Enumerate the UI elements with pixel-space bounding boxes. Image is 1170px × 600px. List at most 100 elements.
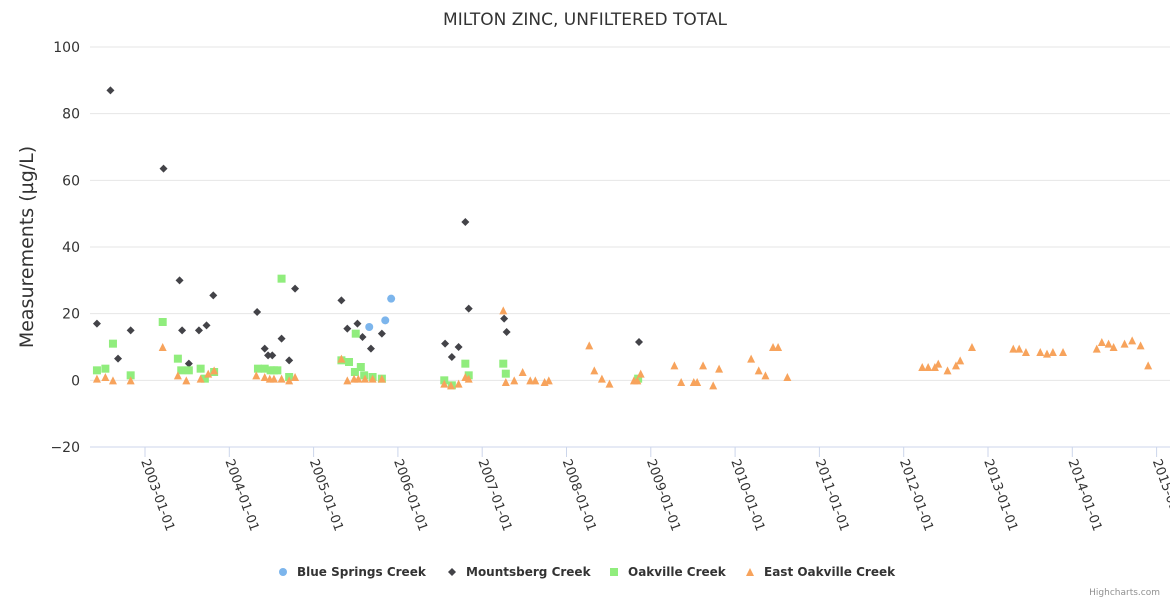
data-point[interactable] bbox=[501, 378, 510, 386]
data-point[interactable] bbox=[345, 358, 354, 366]
data-point[interactable] bbox=[715, 364, 724, 373]
data-point[interactable] bbox=[1009, 344, 1018, 353]
data-point[interactable] bbox=[464, 374, 473, 383]
data-point[interactable] bbox=[633, 376, 642, 385]
data-point[interactable] bbox=[196, 374, 205, 383]
legend-symbol-diamond-icon[interactable] bbox=[448, 568, 456, 576]
data-point[interactable] bbox=[264, 351, 273, 360]
data-point[interactable] bbox=[544, 376, 553, 385]
data-point[interactable] bbox=[440, 379, 449, 388]
data-point[interactable] bbox=[353, 319, 362, 328]
data-point[interactable] bbox=[500, 314, 509, 323]
data-point[interactable] bbox=[291, 373, 300, 381]
data-point[interactable] bbox=[381, 316, 390, 325]
data-point[interactable] bbox=[461, 359, 470, 368]
data-point[interactable] bbox=[956, 356, 965, 365]
data-point[interactable] bbox=[173, 354, 182, 363]
data-point[interactable] bbox=[709, 381, 718, 390]
data-point[interactable] bbox=[943, 366, 952, 375]
data-point[interactable] bbox=[209, 291, 218, 300]
data-point[interactable] bbox=[252, 371, 261, 380]
data-point[interactable] bbox=[531, 376, 540, 385]
data-point[interactable] bbox=[1043, 349, 1052, 358]
data-point[interactable] bbox=[354, 374, 363, 383]
data-point[interactable] bbox=[159, 164, 168, 173]
data-point[interactable] bbox=[1109, 343, 1118, 351]
data-point[interactable] bbox=[677, 378, 686, 386]
data-point[interactable] bbox=[126, 326, 135, 335]
data-point[interactable] bbox=[273, 366, 282, 375]
data-point[interactable] bbox=[337, 354, 346, 363]
data-point[interactable] bbox=[377, 329, 386, 338]
data-point[interactable] bbox=[277, 274, 286, 283]
data-point[interactable] bbox=[747, 354, 756, 363]
data-point[interactable] bbox=[1059, 348, 1068, 356]
data-point[interactable] bbox=[350, 368, 359, 376]
data-point[interactable] bbox=[92, 366, 101, 375]
data-point[interactable] bbox=[1015, 344, 1024, 353]
data-point[interactable] bbox=[464, 304, 473, 313]
data-point[interactable] bbox=[454, 343, 463, 351]
data-point[interactable] bbox=[597, 374, 606, 383]
legend-label[interactable]: Oakville Creek bbox=[628, 565, 727, 579]
data-point[interactable] bbox=[774, 343, 783, 351]
legend-label[interactable]: Blue Springs Creek bbox=[297, 565, 427, 579]
data-point[interactable] bbox=[126, 371, 135, 380]
data-point[interactable] bbox=[1120, 339, 1129, 348]
data-point[interactable] bbox=[361, 374, 370, 383]
data-point[interactable] bbox=[277, 334, 286, 343]
data-point[interactable] bbox=[158, 318, 167, 326]
data-point[interactable] bbox=[184, 366, 193, 375]
legend-label[interactable]: East Oakville Creek bbox=[764, 565, 896, 579]
data-point[interactable] bbox=[526, 376, 535, 385]
data-point[interactable] bbox=[194, 326, 203, 335]
data-point[interactable] bbox=[934, 359, 943, 368]
data-point[interactable] bbox=[260, 373, 269, 381]
data-point[interactable] bbox=[260, 364, 269, 373]
data-point[interactable] bbox=[918, 363, 927, 371]
data-point[interactable] bbox=[173, 371, 182, 380]
data-point[interactable] bbox=[967, 343, 976, 351]
data-point[interactable] bbox=[447, 381, 456, 390]
data-point[interactable] bbox=[693, 378, 702, 386]
data-point[interactable] bbox=[585, 341, 594, 350]
legend-symbol-triangle-icon[interactable] bbox=[746, 568, 754, 576]
data-point[interactable] bbox=[184, 359, 193, 368]
data-point[interactable] bbox=[178, 326, 187, 335]
legend-symbol-circle-icon[interactable] bbox=[279, 568, 287, 576]
data-point[interactable] bbox=[1144, 361, 1153, 370]
data-point[interactable] bbox=[196, 364, 205, 373]
data-point[interactable] bbox=[106, 86, 115, 95]
legend-item[interactable]: Mountsberg Creek bbox=[448, 565, 592, 579]
data-point[interactable] bbox=[108, 339, 117, 348]
data-point[interactable] bbox=[343, 376, 352, 385]
data-point[interactable] bbox=[502, 328, 511, 336]
data-point[interactable] bbox=[761, 371, 770, 380]
data-point[interactable] bbox=[285, 356, 294, 365]
data-point[interactable] bbox=[769, 343, 778, 351]
data-point[interactable] bbox=[377, 374, 386, 383]
data-point[interactable] bbox=[260, 344, 269, 353]
data-point[interactable] bbox=[92, 374, 101, 383]
data-point[interactable] bbox=[253, 308, 262, 316]
data-point[interactable] bbox=[92, 319, 101, 328]
data-point[interactable] bbox=[951, 361, 960, 370]
data-point[interactable] bbox=[699, 361, 708, 370]
data-point[interactable] bbox=[277, 374, 286, 383]
data-point[interactable] bbox=[343, 324, 352, 333]
data-point[interactable] bbox=[368, 374, 377, 383]
data-point[interactable] bbox=[447, 353, 456, 361]
data-point[interactable] bbox=[1092, 344, 1101, 353]
legend-item[interactable]: Oakville Creek bbox=[610, 565, 727, 579]
data-point[interactable] bbox=[1021, 348, 1030, 356]
data-point[interactable] bbox=[204, 369, 213, 378]
data-point[interactable] bbox=[518, 368, 527, 376]
data-point[interactable] bbox=[114, 354, 123, 363]
data-point[interactable] bbox=[461, 218, 470, 226]
data-point[interactable] bbox=[337, 296, 346, 305]
data-point[interactable] bbox=[210, 366, 219, 375]
data-point[interactable] bbox=[670, 361, 679, 370]
data-point[interactable] bbox=[924, 363, 933, 371]
data-point[interactable] bbox=[499, 306, 508, 315]
data-point[interactable] bbox=[101, 364, 110, 373]
